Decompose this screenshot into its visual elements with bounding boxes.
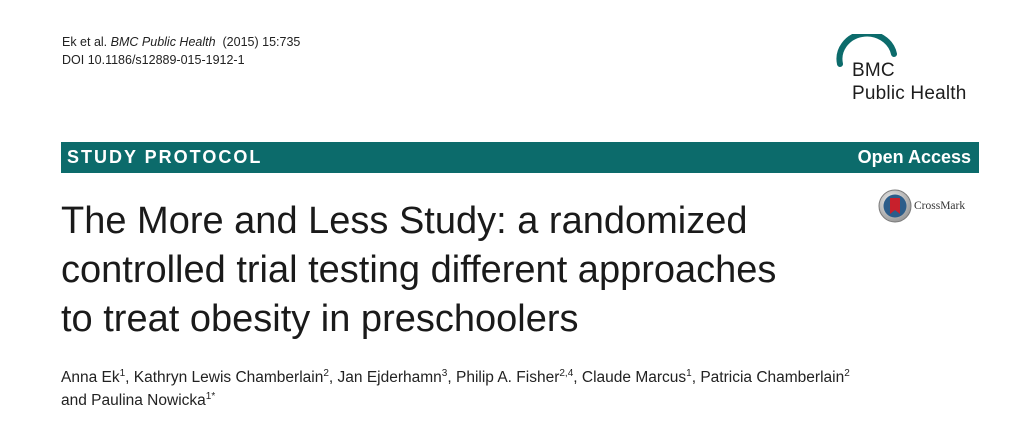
author-name[interactable]: Claude Marcus (581, 369, 687, 386)
author-name[interactable]: Kathryn Lewis Chamberlain (133, 369, 324, 386)
article-type-banner: STUDY PROTOCOL Open Access (61, 142, 979, 173)
crossmark-label: CrossMark (914, 200, 966, 212)
author-affiliation: 1 (686, 367, 692, 379)
logo-arc-icon (836, 34, 897, 67)
author-list: Anna Ek1, Kathryn Lewis Chamberlain2, Ja… (61, 366, 981, 412)
author-affiliation: 3 (441, 367, 448, 379)
author-name[interactable]: and Paulina Nowicka (61, 392, 206, 409)
author-name[interactable]: Jan Ejderhamn (337, 369, 442, 386)
author-separator: , (573, 369, 582, 386)
citation-authors: Ek et al. (62, 35, 108, 49)
citation-volume: (2015) 15:735 (222, 35, 301, 49)
crossmark-badge[interactable]: CrossMark (878, 189, 965, 223)
author-affiliation: 1 (119, 367, 126, 379)
author-affiliation: 2 (323, 367, 329, 379)
author-separator: , (447, 369, 456, 386)
citation-doi: DOI 10.1186/s12889-015-1912-1 (62, 53, 245, 67)
author-affiliation: 2,4 (559, 367, 574, 379)
author-affiliation: 1* (205, 390, 216, 402)
title-line: to treat obesity in preschoolers (61, 298, 579, 340)
author-name[interactable]: Philip A. Fisher (455, 369, 560, 386)
author-name[interactable]: Patricia Chamberlain (700, 369, 845, 386)
author-separator: , (125, 369, 134, 386)
author-affiliation: 2 (844, 367, 850, 379)
citation-line: Ek et al. BMC Public Health (2015) 15:73… (62, 33, 300, 51)
author-name[interactable]: Anna Ek (61, 369, 120, 386)
article-title: The More and Less Study: a randomized co… (61, 197, 881, 344)
article-type-label: STUDY PROTOCOL (67, 147, 263, 167)
author-separator: , (691, 369, 701, 386)
open-access-label: Open Access (857, 147, 971, 167)
citation-block: Ek et al. BMC Public Health (2015) 15:73… (62, 33, 300, 69)
author-separator: , (328, 369, 338, 386)
crossmark-icon (878, 189, 912, 223)
logo-text-bmc: BMC (852, 60, 895, 81)
title-line: The More and Less Study: a randomized (61, 200, 748, 242)
logo-text-journal: Public Health (852, 83, 967, 104)
citation-journal: BMC Public Health (110, 35, 216, 49)
title-line: controlled trial testing different appro… (61, 249, 777, 291)
journal-logo: BMC Public Health (834, 34, 994, 114)
